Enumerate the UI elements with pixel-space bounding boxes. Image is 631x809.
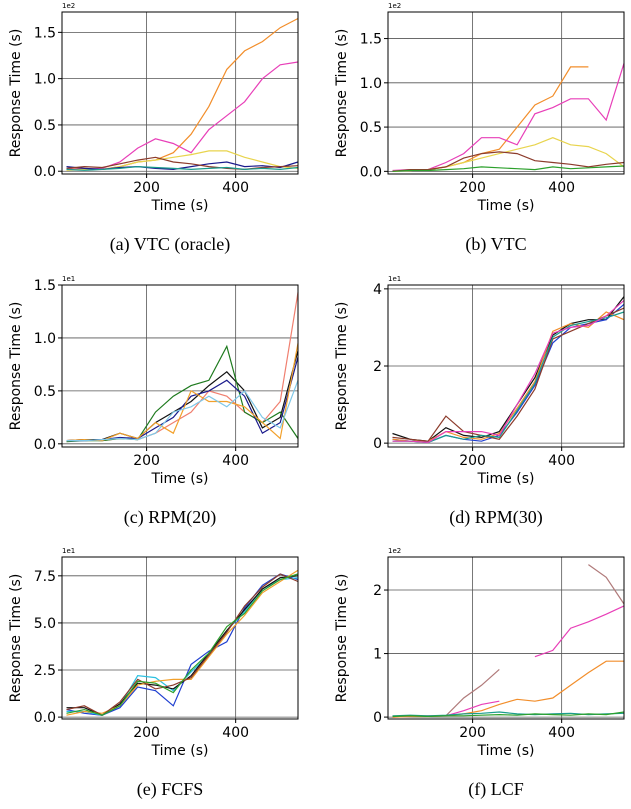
plot-frame [387, 11, 625, 175]
y-tick-label: 1.5 [34, 25, 56, 41]
data-line [66, 343, 299, 442]
x-axis-label: Time (s) [477, 471, 535, 487]
y-tick-label: 0.0 [34, 710, 56, 726]
y-tick-label: 7.5 [34, 569, 56, 585]
data-line [392, 564, 625, 718]
data-line [66, 165, 299, 171]
plot-frame [387, 556, 625, 720]
y-axis-label: Response Time (s) [8, 29, 24, 158]
y-tick-label: 0.5 [360, 120, 382, 136]
caption: (b) VTC [465, 234, 526, 255]
y-axis-label: Response Time (s) [334, 574, 350, 703]
x-tick-label: 400 [222, 725, 249, 741]
plot-frame [61, 11, 299, 175]
y-tick-label: 2 [373, 359, 382, 375]
data-line [392, 311, 625, 444]
y-tick-label: 0.0 [34, 164, 56, 180]
x-axis-label: Time (s) [477, 743, 535, 759]
x-tick-label: 200 [133, 453, 160, 469]
data-line [66, 344, 299, 443]
x-axis-label: Time (s) [151, 198, 209, 214]
data-line [66, 575, 299, 716]
subplot: 200 400 0.0 0.5 1.0 1.5 1e2 Time (s) Response Ti… [8, 2, 299, 255]
data-line [392, 307, 625, 442]
y-tick-label: 0.5 [34, 384, 56, 400]
x-tick-label: 200 [133, 725, 160, 741]
y-offset-label: 1e2 [62, 2, 75, 10]
subplot: 200 400 0.0 2.5 5.0 7.5 1e1 Time (s) Response Ti… [8, 547, 299, 800]
y-tick-label: 0.0 [360, 164, 382, 180]
caption: (f) LCF [468, 779, 524, 800]
data-line [66, 61, 299, 170]
data-line [392, 165, 625, 172]
y-tick-label: 1 [373, 647, 382, 663]
plot-frame [387, 284, 625, 448]
subplot: 200 400 0 1 2 1e2 Time (s) Response Time (s) (f)… [334, 547, 625, 800]
caption: (e) FCFS [137, 779, 204, 800]
y-offset-label: 1e1 [62, 547, 75, 555]
y-tick-label: 0.0 [34, 437, 56, 453]
y-tick-label: 1.5 [34, 278, 56, 294]
y-offset-label: 1e1 [388, 275, 401, 283]
data-line [66, 380, 299, 442]
data-line [392, 660, 624, 718]
x-axis-label: Time (s) [477, 198, 535, 214]
x-tick-label: 200 [459, 453, 486, 469]
y-tick-label: 0 [373, 436, 382, 452]
x-tick-label: 400 [222, 180, 249, 196]
subplot: 200 400 0 2 4 1e1 Time (s) Response Time (s) (d)… [334, 275, 625, 528]
y-axis-label: Response Time (s) [334, 29, 350, 158]
x-tick-label: 400 [548, 453, 575, 469]
plot-frame [61, 284, 299, 448]
data-line [66, 573, 299, 716]
y-offset-label: 1e1 [62, 275, 75, 283]
data-line [392, 605, 625, 718]
x-axis-label: Time (s) [151, 471, 209, 487]
y-tick-label: 1.5 [360, 32, 382, 48]
y-axis-label: Response Time (s) [8, 574, 24, 703]
data-line [66, 350, 299, 442]
y-offset-label: 1e2 [388, 547, 401, 555]
y-tick-label: 0.5 [34, 118, 56, 134]
data-line [392, 151, 625, 172]
y-tick-label: 1.0 [34, 72, 56, 88]
data-line [66, 573, 299, 716]
data-line [66, 17, 299, 171]
data-line [66, 573, 299, 716]
caption: (d) RPM(30) [449, 507, 543, 528]
data-line [392, 711, 625, 718]
x-tick-label: 400 [548, 725, 575, 741]
y-axis-label: Response Time (s) [334, 302, 350, 431]
x-tick-label: 200 [459, 725, 486, 741]
y-tick-label: 0 [373, 710, 382, 726]
x-tick-label: 400 [548, 180, 575, 196]
plot-frame [61, 556, 299, 720]
y-tick-label: 2.5 [34, 663, 56, 679]
y-tick-label: 1.0 [360, 76, 382, 92]
y-tick-label: 5.0 [34, 616, 56, 632]
subplot: 200 400 0.0 0.5 1.0 1.5 1e1 Time (s) Response Ti… [8, 275, 299, 528]
data-line [393, 19, 625, 171]
caption: (a) VTC (oracle) [110, 234, 231, 255]
data-line [392, 299, 625, 444]
y-offset-label: 1e2 [388, 2, 401, 10]
x-axis-label: Time (s) [151, 743, 209, 759]
y-axis-label: Response Time (s) [8, 302, 24, 431]
data-line [66, 577, 299, 716]
y-tick-label: 1.0 [34, 331, 56, 347]
x-tick-label: 200 [133, 180, 160, 196]
data-line [392, 311, 625, 442]
x-tick-label: 400 [222, 453, 249, 469]
data-line [66, 569, 299, 716]
data-line [66, 156, 299, 171]
y-tick-label: 4 [373, 282, 382, 298]
data-line [392, 63, 625, 172]
x-tick-label: 200 [459, 180, 486, 196]
caption: (c) RPM(20) [124, 507, 217, 528]
subplot: 200 400 0.0 0.5 1.0 1.5 1e2 Time (s) Response Ti… [334, 2, 624, 255]
y-tick-label: 2 [373, 583, 382, 599]
